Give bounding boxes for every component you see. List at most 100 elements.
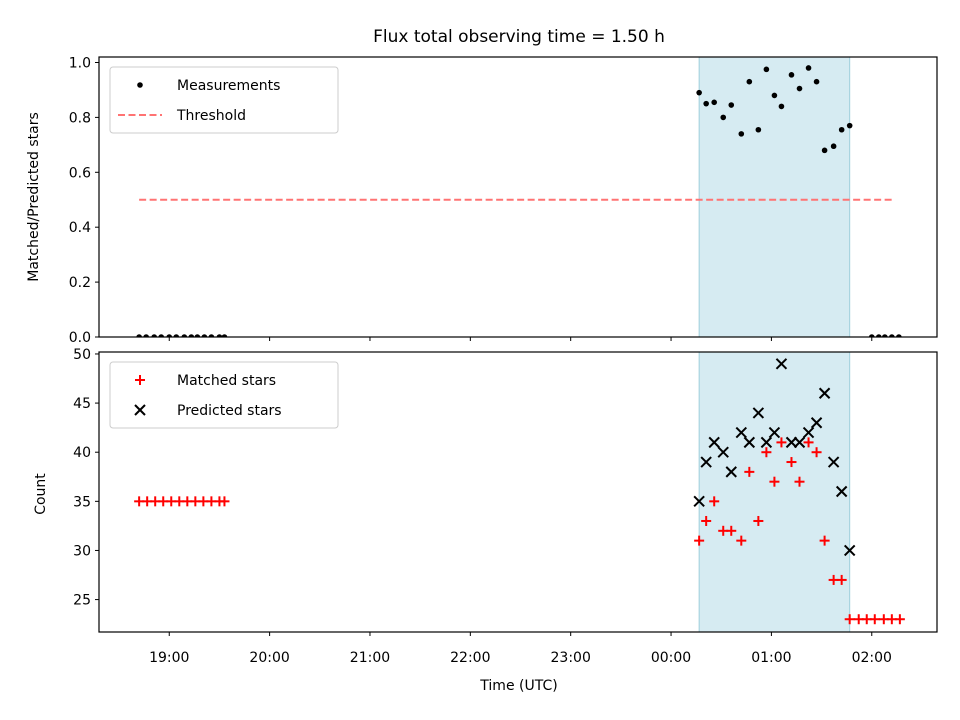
measurement-point (738, 131, 745, 137)
measurement-point (728, 102, 735, 108)
y-tick-label: 0.8 (69, 110, 91, 126)
ratio-panel: 0.0 0.2 0.4 0.6 0.8 1.0 Measurements Threshold (69, 55, 938, 346)
x-tick-label: 22:00 (450, 650, 490, 666)
x-stroke-b (717, 446, 729, 458)
measurement-point (788, 72, 795, 78)
y-tick-label: 25 (73, 593, 91, 609)
legend: Matched stars Predicted stars (109, 361, 339, 429)
observing-window-band (698, 351, 851, 633)
x-stroke-b (725, 466, 737, 478)
measurement-point (896, 334, 902, 337)
measurement-point (696, 89, 702, 96)
chart-title: Flux total observing time = 1.50 h (373, 27, 665, 47)
legend-label: Measurements (177, 78, 280, 94)
measurement-point (763, 66, 770, 73)
x-tick-label: 21:00 (350, 650, 390, 666)
measurement-point (830, 143, 837, 150)
x-tick-label: 02:00 (852, 650, 892, 666)
measurement-point (778, 103, 785, 110)
y-tick-label: 0.0 (69, 330, 91, 346)
x-stroke-b (810, 417, 823, 429)
x-stroke-b (775, 358, 788, 370)
measurement-point (173, 334, 180, 337)
measurement-point (796, 85, 803, 92)
x-stroke-b (835, 485, 848, 498)
x-stroke-b (827, 456, 840, 468)
measurement-point (711, 99, 718, 106)
plot-area (136, 65, 902, 337)
matched-star-point (701, 515, 712, 526)
x-stroke-b (760, 436, 773, 449)
matched-star-point (776, 437, 787, 448)
matched-star-point (694, 535, 705, 546)
measurement-point (771, 92, 778, 99)
x-stroke-b (802, 426, 815, 439)
y-tick-label: 30 (73, 543, 91, 559)
matched-star-point (726, 525, 737, 536)
y-tick-label: 0.4 (69, 220, 91, 236)
legend-label: Matched stars (177, 373, 276, 389)
measurement-point (181, 334, 188, 337)
predicted-star-point (752, 407, 765, 419)
matched-star-point (761, 447, 772, 458)
measurement-point (868, 334, 875, 337)
y-tick-label: 0.2 (69, 275, 91, 291)
y-tick-label: 45 (73, 396, 91, 412)
matched-star-point (744, 466, 755, 477)
matched-star-point (894, 614, 905, 625)
measurement-point (216, 334, 223, 337)
matched-star-point (753, 515, 764, 526)
predicted-star-point (818, 387, 831, 399)
matched-star-point (794, 476, 805, 487)
predicted-star-point (835, 485, 848, 498)
matched-star-point (219, 496, 230, 507)
legend-marker-dot (137, 82, 143, 88)
measurement-point (755, 126, 762, 133)
measurement-point (143, 334, 149, 337)
legend-marker-x-b (134, 404, 146, 416)
x-tick-label: 20:00 (249, 650, 289, 666)
x-stroke-b (743, 436, 756, 449)
measurement-point (821, 147, 828, 154)
predicted-star-point (768, 426, 781, 439)
measurement-point (838, 126, 845, 133)
measurement-point (846, 122, 853, 129)
ratio-y-axis-title: Matched/Predicted stars (26, 112, 42, 282)
x-stroke-b (693, 495, 705, 508)
matched-star-point (786, 457, 797, 468)
x-tick-label: 19:00 (149, 650, 189, 666)
matched-star-point (769, 476, 780, 487)
measurement-point (703, 100, 709, 107)
measurement-point (221, 334, 228, 337)
predicted-star-point (760, 436, 773, 449)
measurement-point (746, 78, 753, 85)
predicted-star-point (810, 417, 823, 429)
predicted-star-point (708, 436, 720, 449)
plot-frame (98, 56, 938, 338)
matched-star-point (836, 574, 847, 585)
predicted-star-point (775, 358, 788, 370)
matched-star-point (811, 447, 822, 458)
count-panel: 25 30 35 40 45 50 19:00 20:00 21:00 22:00 23:00 00:… (73, 347, 938, 666)
measurement-point (875, 334, 882, 337)
predicted-star-point (693, 495, 705, 508)
predicted-star-point (793, 436, 806, 449)
predicted-star-point (735, 426, 748, 439)
measurement-point (151, 334, 157, 337)
x-stroke-b (700, 456, 712, 468)
measurement-point (166, 334, 173, 337)
matched-star-point (819, 535, 830, 546)
x-stroke-b (793, 436, 806, 449)
matched-star-point (736, 535, 747, 546)
y-tick-label: 35 (73, 494, 91, 510)
measurement-point (813, 78, 820, 85)
x-tick-label: 01:00 (751, 650, 791, 666)
predicted-star-point (827, 456, 840, 468)
matched-star-point (709, 496, 720, 507)
predicted-star-point (717, 446, 729, 458)
x-axis-title: Time (UTC) (479, 678, 557, 694)
x-stroke-b (708, 436, 720, 449)
y-tick-label: 1.0 (69, 55, 91, 71)
matched-star-point (869, 614, 880, 625)
y-tick-label: 40 (73, 445, 91, 461)
